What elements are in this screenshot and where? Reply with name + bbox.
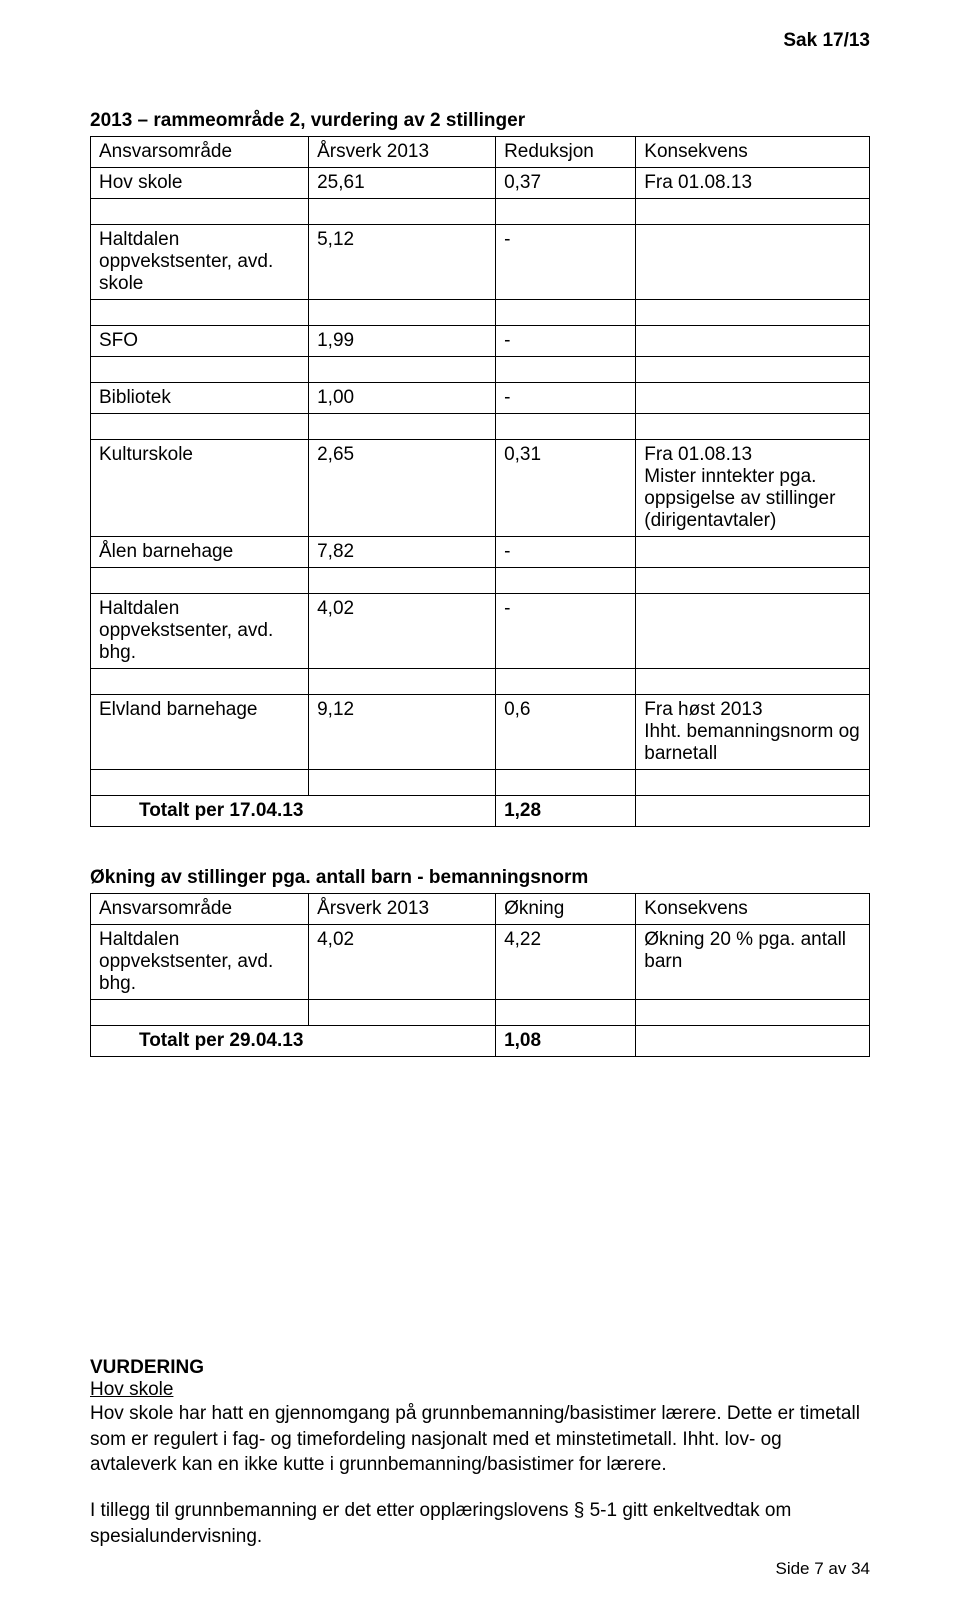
table-row: Haltdalen oppvekstsenter, avd. bhg. 4,02… [91, 594, 870, 669]
table-row: Elvland barnehage 9,12 0,6 Fra høst 2013… [91, 695, 870, 770]
th-ansvarsomrade: Ansvarsområde [91, 894, 309, 925]
table-row: Haltdalen oppvekstsenter, avd. bhg. 4,02… [91, 925, 870, 1000]
table-row [91, 199, 870, 225]
table-row: Hov skole 25,61 0,37 Fra 01.08.13 [91, 168, 870, 199]
table-row [91, 770, 870, 796]
table-1: Ansvarsområde Årsverk 2013 Reduksjon Kon… [90, 136, 870, 827]
document-page: Sak 17/13 2013 – rammeområde 2, vurderin… [0, 0, 960, 1609]
table-header-row: Ansvarsområde Årsverk 2013 Økning Konsek… [91, 894, 870, 925]
vurdering-section: VURDERING Hov skole Hov skole har hatt e… [90, 1357, 870, 1549]
table-row [91, 300, 870, 326]
table-total-row: Totalt per 17.04.13 1,28 [91, 796, 870, 827]
vurdering-para2: I tillegg til grunnbemanning er det ette… [90, 1498, 870, 1549]
case-number: Sak 17/13 [783, 30, 870, 52]
th-konsekvens: Konsekvens [636, 137, 870, 168]
section1-title: 2013 – rammeområde 2, vurdering av 2 sti… [90, 110, 870, 132]
th-arsverk: Årsverk 2013 [309, 894, 496, 925]
table-row [91, 669, 870, 695]
table-header-row: Ansvarsområde Årsverk 2013 Reduksjon Kon… [91, 137, 870, 168]
page-number: Side 7 av 34 [775, 1559, 870, 1579]
table-row: Haltdalen oppvekstsenter, avd. skole 5,1… [91, 225, 870, 300]
table-row: Kulturskole 2,65 0,31 Fra 01.08.13 Miste… [91, 440, 870, 537]
vurdering-para1: Hov skole har hatt en gjennomgang på gru… [90, 1401, 870, 1478]
th-reduksjon: Reduksjon [496, 137, 636, 168]
table-total-row: Totalt per 29.04.13 1,08 [91, 1026, 870, 1057]
th-konsekvens: Konsekvens [636, 894, 870, 925]
table-row: Bibliotek 1,00 - [91, 383, 870, 414]
vurdering-subheading: Hov skole [90, 1379, 870, 1401]
table-row: Ålen barnehage 7,82 - [91, 537, 870, 568]
section2-title: Økning av stillinger pga. antall barn - … [90, 867, 870, 889]
th-ansvarsomrade: Ansvarsområde [91, 137, 309, 168]
table-2: Ansvarsområde Årsverk 2013 Økning Konsek… [90, 893, 870, 1057]
table-row [91, 1000, 870, 1026]
table-row [91, 568, 870, 594]
th-arsverk: Årsverk 2013 [309, 137, 496, 168]
th-okning: Økning [496, 894, 636, 925]
table-row: SFO 1,99 - [91, 326, 870, 357]
table-row [91, 414, 870, 440]
vurdering-heading: VURDERING [90, 1357, 870, 1379]
table-row [91, 357, 870, 383]
